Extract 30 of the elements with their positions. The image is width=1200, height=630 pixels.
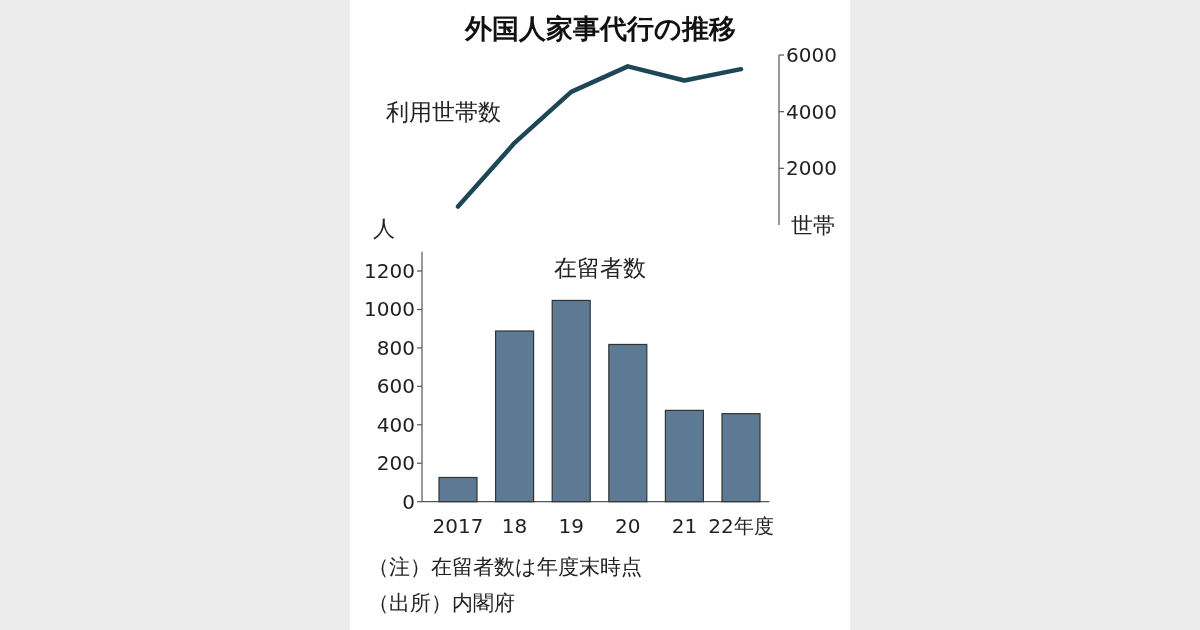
bar [721,413,761,503]
x-tick-label: 21 [671,513,698,538]
y-tick-label: 1000 [364,297,415,322]
y-tick-label: 400 [376,412,415,437]
series-label: 利用世帯数 [385,99,501,125]
y-tick-label: 800 [376,335,415,360]
bar [438,476,478,503]
y-axis-title: 人 [373,215,395,241]
y-tick-label: 4000 [786,99,837,124]
text: （出所）内閣府 [368,591,515,615]
y-tick-label: 6000 [786,43,837,67]
bar [608,343,648,503]
bar [664,409,704,503]
line-series [455,64,744,209]
x-tick-label: 20 [615,513,641,538]
x-tick-label: 18 [501,513,528,538]
y-tick-label: 1200 [364,259,415,284]
text: （注）在留者数は年度末時点 [368,555,642,579]
chart-title: 外国人家事代行の推移 [463,13,736,44]
bar [495,330,535,503]
y-tick-label: 2000 [786,156,837,181]
x-tick-label: 22年度 [708,513,774,538]
bar [551,299,591,503]
y-tick-label: 0 [402,489,415,514]
y-axis-title: 世帯 [791,213,835,238]
y-tick-label: 600 [376,374,415,399]
series-label: 在留者数 [554,255,646,281]
x-tick-label: 19 [558,513,584,538]
x-tick-label: 2017 [432,513,484,538]
y-tick-label: 200 [376,451,415,476]
